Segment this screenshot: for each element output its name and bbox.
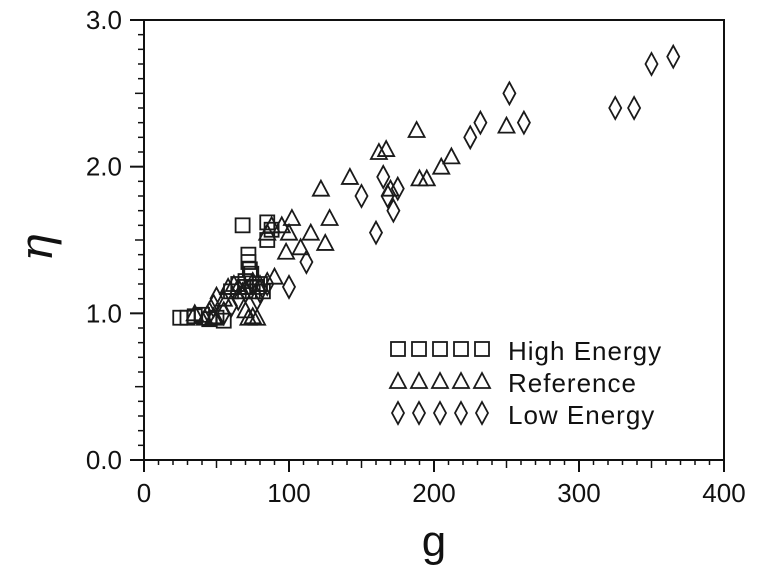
reference-point bbox=[224, 274, 244, 292]
legend-symbols-low-energy bbox=[390, 400, 490, 426]
x-tick-label: 300 bbox=[557, 478, 600, 508]
low-energy-point bbox=[202, 300, 217, 327]
legend-label-high-energy: High Energy bbox=[508, 336, 662, 366]
legend-marker bbox=[474, 341, 490, 357]
low-energy-point bbox=[473, 109, 488, 136]
low-energy-point bbox=[299, 249, 314, 275]
reference-point bbox=[262, 215, 282, 234]
reference-point bbox=[320, 208, 340, 226]
legend-label-low-energy: Low Energy bbox=[508, 400, 655, 430]
legend-marker bbox=[411, 400, 427, 426]
legend: High Energy Reference Low Energy bbox=[388, 336, 662, 430]
legend-marker bbox=[453, 341, 469, 357]
legend-label-reference: Reference bbox=[508, 368, 637, 398]
legend-marker bbox=[409, 371, 429, 389]
low-energy-point bbox=[260, 271, 275, 297]
legend-symbols-reference bbox=[388, 371, 492, 389]
y-tick-label: 0.0 bbox=[86, 445, 122, 475]
legend-marker bbox=[474, 400, 490, 426]
low-energy-point bbox=[516, 109, 531, 136]
high-energy-point bbox=[215, 312, 232, 329]
low-energy-point bbox=[206, 293, 221, 319]
legend-marker bbox=[388, 371, 408, 389]
low-energy-point bbox=[281, 274, 297, 300]
low-energy-point bbox=[666, 43, 681, 70]
low-energy-point bbox=[209, 285, 224, 312]
reference-point bbox=[250, 274, 270, 292]
legend-item-high-energy: High Energy bbox=[390, 336, 662, 366]
x-tick-label: 200 bbox=[412, 478, 455, 508]
legend-item-reference: Reference bbox=[388, 368, 637, 398]
legend-marker bbox=[472, 371, 492, 389]
high-energy-point bbox=[241, 261, 258, 278]
legend-marker bbox=[390, 400, 406, 426]
low-energy-point bbox=[250, 285, 265, 312]
x-axis-title: g bbox=[422, 517, 446, 566]
reference-point bbox=[218, 277, 238, 295]
low-energy-point bbox=[376, 164, 391, 190]
low-energy-point bbox=[502, 80, 517, 107]
x-tick-label: 400 bbox=[702, 478, 745, 508]
reference-point bbox=[311, 178, 331, 197]
legend-marker bbox=[430, 371, 450, 389]
reference-point bbox=[441, 146, 461, 165]
reference-point bbox=[243, 306, 263, 325]
low-energy-point bbox=[608, 95, 623, 121]
reference-point bbox=[185, 303, 205, 322]
reference-point bbox=[340, 167, 360, 185]
low-energy-point bbox=[627, 95, 642, 121]
legend-item-low-energy: Low Energy bbox=[390, 400, 655, 430]
reference-point bbox=[276, 241, 296, 260]
y-tick-label: 1.0 bbox=[86, 298, 122, 328]
reference-point bbox=[376, 139, 396, 157]
reference-point bbox=[282, 208, 302, 226]
y-tick-label: 3.0 bbox=[86, 5, 122, 35]
reference-point bbox=[315, 233, 335, 251]
reference-point bbox=[204, 306, 224, 325]
high-energy-point bbox=[234, 217, 251, 234]
x-tick-label: 100 bbox=[267, 478, 310, 508]
legend-marker bbox=[453, 400, 469, 426]
low-energy-point bbox=[354, 183, 369, 209]
reference-point bbox=[407, 120, 427, 138]
series-reference bbox=[185, 115, 516, 326]
legend-marker bbox=[390, 341, 406, 357]
reference-point bbox=[279, 222, 299, 241]
y-tick-label: 2.0 bbox=[86, 152, 122, 182]
legend-marker bbox=[411, 341, 427, 357]
reference-point bbox=[291, 237, 311, 256]
reference-point bbox=[497, 115, 516, 134]
data-points bbox=[172, 43, 681, 329]
low-energy-point bbox=[368, 219, 384, 246]
reference-point bbox=[247, 307, 267, 326]
legend-symbols-high-energy bbox=[390, 341, 490, 357]
low-energy-point bbox=[380, 183, 395, 209]
reference-point bbox=[369, 142, 389, 160]
x-tick-label: 0 bbox=[137, 478, 151, 508]
plot-frame bbox=[143, 19, 725, 461]
reference-point bbox=[431, 156, 451, 175]
low-energy-point bbox=[386, 197, 401, 224]
low-energy-point bbox=[390, 175, 405, 202]
series-low-energy bbox=[202, 43, 681, 327]
reference-point bbox=[417, 168, 437, 187]
legend-marker bbox=[432, 400, 448, 426]
legend-marker bbox=[451, 371, 471, 389]
reference-point bbox=[265, 266, 284, 285]
reference-point bbox=[214, 288, 234, 307]
low-energy-point bbox=[463, 124, 478, 151]
axis-ticks: 0 100 200 300 400 0.0 1.0 2.0 3.0 bbox=[86, 5, 746, 508]
low-energy-point bbox=[644, 51, 659, 77]
legend-marker bbox=[432, 341, 448, 357]
reference-point bbox=[301, 222, 321, 241]
y-axis-title: η bbox=[9, 234, 63, 262]
